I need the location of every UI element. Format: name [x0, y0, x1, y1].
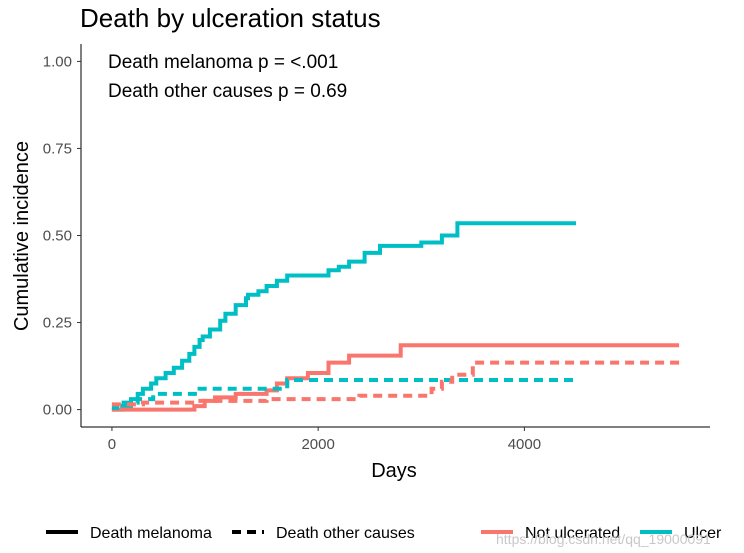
- series-line-not-ulcerated-death-other-causes: [111, 360, 680, 407]
- legend-label-death-other-causes: Death other causes: [276, 525, 415, 542]
- x-ticks: 0 2000 4000: [108, 427, 541, 453]
- y-tick-label: 0.75: [43, 140, 72, 157]
- y-tick-label: 0.00: [43, 402, 72, 419]
- y-tick-label: 1.00: [43, 53, 72, 70]
- watermark-text: https://blog.csdn.net/qq_19000091: [496, 531, 711, 547]
- annotation-other-causes: Death other causes p = 0.69: [108, 81, 347, 102]
- y-ticks: 0.00 0.25 0.50 0.75 1.00: [43, 53, 81, 419]
- y-axis-title: Cumulative incidence: [11, 141, 33, 331]
- legend-label-death-melanoma: Death melanoma: [90, 525, 212, 542]
- series-line-ulcer-death-melanoma: [111, 221, 576, 412]
- y-tick-label: 0.25: [43, 315, 72, 332]
- annotation-melanoma: Death melanoma p = <.001: [108, 52, 338, 73]
- x-tick-label: 2000: [301, 436, 334, 453]
- x-tick-label: 4000: [508, 436, 541, 453]
- chart-title: Death by ulceration status: [80, 3, 381, 33]
- legend-label-ulcer: Ulcer: [684, 525, 722, 542]
- x-axis-title: Days: [371, 460, 417, 482]
- legend: Death melanoma Death other causes Not ul…: [46, 525, 722, 542]
- y-tick-label: 0.50: [43, 228, 72, 245]
- series-line-ulcer-death-other-causes: [111, 378, 576, 410]
- series-line-not-ulcerated-death-melanoma: [111, 343, 680, 412]
- legend-label-not-ulcerated: Not ulcerated: [525, 525, 620, 542]
- plot-area: 0.00 0.25 0.50 0.75 1.00 0 2000 4000 Death mel…: [43, 44, 710, 453]
- series-layer: [111, 221, 680, 412]
- x-tick-label: 0: [108, 436, 116, 453]
